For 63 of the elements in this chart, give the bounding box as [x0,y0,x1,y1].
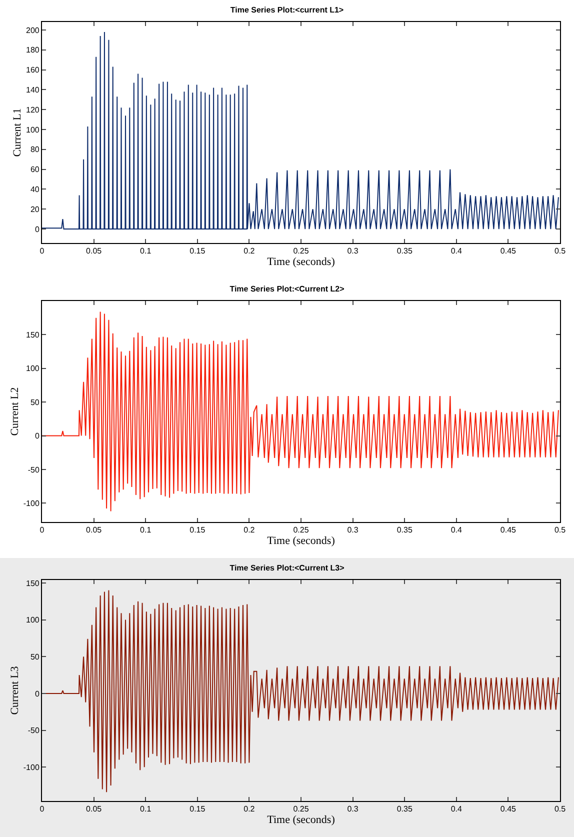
y-tick-label: 0 [34,689,40,698]
y-tick-label: 180 [26,46,40,55]
x-tick-label: 0.45 [500,246,517,256]
x-tick-label: 0.1 [140,526,152,535]
y-tick-label: 50 [30,652,40,662]
y-tick-label: 0 [34,432,40,441]
x-tick-label: 0.3 [347,246,359,256]
x-tick-label: 0.25 [293,804,310,814]
x-tick-label: 0.35 [396,526,413,535]
x-tick-label: 0.45 [500,526,517,535]
y-tick-label: 100 [26,125,40,134]
x-tick-label: 0.15 [190,246,206,256]
x-tick-label: 0.15 [190,804,206,814]
x-tick-label: 0.5 [554,804,566,814]
y-tick-label: -100 [23,498,40,508]
y-axis-title: Current L1 [12,108,24,157]
y-tick-label: 0 [34,224,40,234]
y-tick-label: 40 [30,185,40,194]
x-tick-label: 0.25 [293,526,310,535]
x-tick-label: 0.3 [347,804,359,814]
y-tick-label: 140 [26,85,40,94]
x-tick-label: 0.25 [293,246,310,256]
x-tick-label: 0.05 [86,246,102,256]
y-tick-label: 100 [26,616,40,625]
x-tick-label: 0.3 [347,526,359,535]
chart-title: Time Series Plot:<Current L3> [230,564,345,573]
y-tick-label: 120 [26,105,40,114]
chart-title: Time Series Plot:<Current L2> [230,284,345,294]
y-tick-label: 150 [26,578,40,588]
y-tick-label: 80 [30,145,40,154]
x-tick-label: 0.5 [554,246,566,256]
y-tick-label: 150 [26,330,40,340]
y-tick-label: 160 [26,66,40,75]
y-tick-label: 20 [30,204,40,214]
x-tick-label: 0.45 [500,804,517,814]
x-axis-title: Time (seconds) [267,256,336,268]
x-tick-label: 0.05 [86,526,102,535]
x-axis-title: Time (seconds) [267,534,336,547]
x-tick-label: 0.2 [244,246,256,256]
x-tick-label: 0.4 [450,526,463,535]
x-tick-label: 0.5 [554,526,566,535]
y-tick-label: 100 [26,364,40,374]
x-tick-label: 0.05 [86,804,102,814]
x-tick-label: 0.2 [244,526,256,535]
x-tick-label: 0.2 [244,804,256,814]
x-tick-label: 0.4 [450,246,463,256]
y-tick-label: -50 [28,465,40,474]
y-tick-label: -100 [23,762,40,772]
x-axis-title: Time (seconds) [267,814,336,826]
x-tick-label: 0.1 [140,246,152,256]
x-tick-label: 0.1 [140,804,152,814]
y-tick-label: 50 [30,398,40,407]
x-tick-label: 0.35 [396,246,413,256]
chart-title: Time Series Plot:<current L1> [230,6,344,15]
y-axis-title: Current L2 [9,387,22,436]
x-tick-label: 0.4 [450,804,463,814]
x-tick-label: 0.35 [396,804,413,814]
y-tick-label: 200 [26,26,40,35]
y-tick-label: 60 [30,165,40,174]
y-tick-label: -50 [28,726,40,736]
x-tick-label: 0.15 [190,526,206,535]
y-axis-title: Current L3 [9,666,22,715]
line-series [42,31,559,230]
